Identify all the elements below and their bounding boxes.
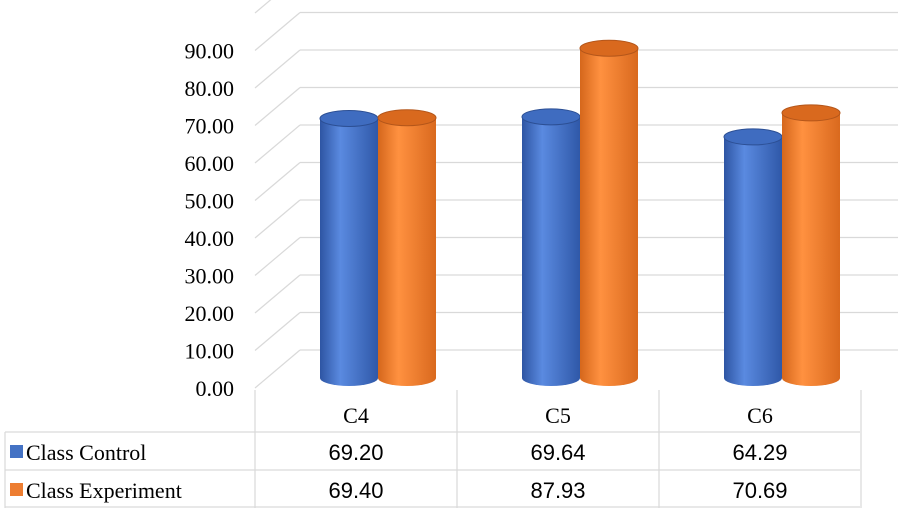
data-label: 70.69 bbox=[732, 478, 787, 503]
gridline-side bbox=[254, 312, 301, 351]
y-tick-label: 0.00 bbox=[196, 376, 235, 401]
bars bbox=[319, 39, 841, 386]
gridline-side bbox=[254, 349, 301, 389]
gridline-side bbox=[254, 199, 301, 239]
gridline-side bbox=[254, 274, 301, 314]
data-label: 69.64 bbox=[530, 440, 585, 465]
y-tick-label: 90.00 bbox=[185, 39, 235, 64]
legend-swatch bbox=[10, 445, 23, 458]
bar-C4-experiment bbox=[377, 109, 437, 386]
legend-swatch bbox=[10, 483, 23, 496]
gridline-side bbox=[254, 124, 301, 164]
gridline-side bbox=[254, 12, 301, 51]
bar-C5-experiment bbox=[579, 39, 639, 386]
gridline-side bbox=[254, 87, 301, 126]
data-label: 64.29 bbox=[732, 440, 787, 465]
bar-C5-control bbox=[521, 108, 581, 386]
data-label: 69.20 bbox=[328, 440, 383, 465]
data-table: C4 C5 C6 Class Control 69.20 69.64 64.29 Class … bbox=[4, 390, 862, 508]
gridline-side bbox=[254, 0, 272, 14]
bar-C6-experiment bbox=[781, 104, 841, 386]
gridline-side bbox=[254, 237, 301, 276]
bar-C6-control bbox=[723, 128, 783, 386]
category-label: C6 bbox=[747, 403, 773, 428]
y-tick-label: 60.00 bbox=[185, 151, 235, 176]
y-tick-label: 80.00 bbox=[185, 76, 235, 101]
y-tick-label: 10.00 bbox=[185, 339, 235, 364]
y-tick-label: 20.00 bbox=[185, 301, 235, 326]
category-label: C4 bbox=[343, 403, 369, 428]
gridline-side bbox=[254, 49, 301, 89]
y-axis-ticks: 0.00 10.00 20.00 30.00 40.00 50.00 60.00 70.00 8… bbox=[185, 39, 235, 402]
gridline-side bbox=[254, 162, 301, 201]
legend-label: Class Control bbox=[26, 440, 146, 465]
y-tick-label: 70.00 bbox=[185, 114, 235, 139]
y-tick-label: 40.00 bbox=[185, 226, 235, 251]
y-tick-label: 50.00 bbox=[185, 189, 235, 214]
y-tick-label: 30.00 bbox=[185, 264, 235, 289]
legend-label: Class Experiment bbox=[26, 478, 182, 503]
data-label: 69.40 bbox=[328, 478, 383, 503]
data-label: 87.93 bbox=[530, 478, 585, 503]
bar-C4-control bbox=[319, 110, 379, 386]
category-label: C5 bbox=[545, 403, 571, 428]
